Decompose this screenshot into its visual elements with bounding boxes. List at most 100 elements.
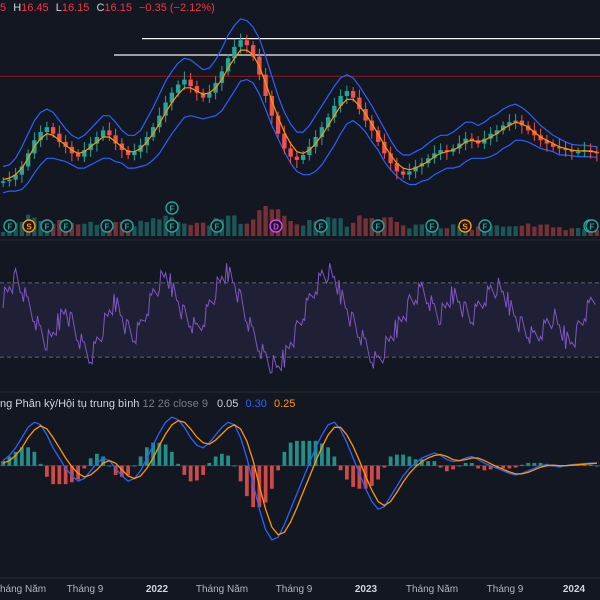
macd-histogram-bar (201, 465, 205, 475)
event-marker-f[interactable] (165, 201, 179, 215)
candle-body (538, 135, 543, 141)
candle-body (413, 166, 418, 172)
volume-bar (82, 223, 87, 236)
volume-bar (257, 210, 262, 236)
event-marker-label: F (430, 223, 435, 232)
candle-body (50, 127, 56, 134)
macd-histogram-bar (376, 465, 380, 480)
macd-histogram-bar (326, 447, 330, 466)
event-marker-label: F (105, 223, 110, 232)
candle-body (482, 138, 487, 144)
event-marker-f[interactable] (100, 219, 114, 233)
event-marker-f[interactable] (478, 219, 492, 233)
volume-bar (19, 222, 25, 236)
macd-histogram-bar (307, 440, 312, 466)
candle-body (269, 95, 275, 116)
candle-body (319, 127, 325, 137)
macd-histogram-bar (426, 461, 430, 466)
close-value: 16.15 (104, 2, 132, 14)
volume-bar (444, 228, 450, 236)
macd-histogram-bar (232, 465, 237, 467)
time-label-1: Tháng 9 (66, 584, 104, 595)
macd-histogram-bar (176, 463, 180, 466)
event-marker-f[interactable] (210, 219, 224, 233)
candle-body (438, 150, 443, 154)
macd-histogram-bar (445, 465, 449, 472)
event-marker-label: F (125, 223, 130, 232)
candle-body (107, 130, 112, 136)
candle-body (569, 150, 575, 152)
candle-body (57, 133, 62, 142)
event-marker-s[interactable] (22, 219, 36, 233)
macd-histogram-bar (595, 465, 599, 467)
volume-bar (582, 229, 587, 236)
volume-bar (182, 223, 187, 236)
event-marker-f[interactable] (585, 219, 599, 233)
volume-bar (419, 224, 425, 236)
candle-body (375, 130, 381, 142)
macd-legend[interactable]: ng Phân kỳ/Hội tụ trung bình 12 26 close… (0, 398, 295, 410)
macd-histogram-bar (132, 465, 137, 467)
low-value: 16.15 (61, 2, 90, 14)
ohlc-tail: 5 (0, 2, 7, 14)
candle-body (350, 91, 356, 98)
macd-histogram-bar (195, 465, 199, 481)
event-marker-label: F (170, 223, 175, 232)
event-marker-s[interactable] (458, 219, 472, 233)
macd-title: ng Phân kỳ/Hội tụ trung bình (0, 398, 140, 410)
macd-signal-value: 0.25 (273, 398, 296, 410)
macd-histogram-bar (420, 459, 424, 466)
macd-histogram-bar (338, 465, 343, 471)
macd-histogram-bar (482, 465, 487, 471)
event-marker-f[interactable] (59, 219, 73, 233)
candle-body (494, 130, 500, 134)
candle-body (594, 151, 600, 154)
macd-histogram-bar (295, 440, 299, 466)
volume-bar (475, 226, 481, 236)
volume-bar (232, 215, 237, 236)
event-marker-f[interactable] (3, 219, 17, 233)
candle-body (500, 125, 506, 131)
candle-body (432, 153, 437, 159)
candle-body (225, 58, 231, 72)
event-marker-f[interactable] (40, 219, 54, 233)
event-marker-f[interactable] (165, 219, 179, 233)
candle-body (13, 174, 18, 180)
volume-bar (563, 230, 568, 236)
volume-bar (300, 225, 306, 236)
event-marker-label: D (273, 223, 279, 232)
macd-histogram-bar (582, 464, 587, 466)
event-marker-label: F (590, 223, 595, 232)
volume-bar (94, 224, 100, 236)
bollinger-upper (2, 18, 597, 168)
macd-histogram-bar (382, 465, 387, 468)
event-marker-label: F (64, 223, 69, 232)
candle-body (125, 150, 131, 156)
candle-body (157, 115, 162, 128)
event-marker-f[interactable] (371, 219, 385, 233)
volume-bar (363, 218, 368, 236)
volume-bar (550, 227, 556, 236)
volume-bar (332, 218, 337, 236)
candle-body (194, 86, 200, 93)
event-marker-label: F (8, 223, 13, 232)
high-label: H (13, 2, 22, 14)
macd-histogram-bar (588, 464, 593, 466)
close-label: C (96, 2, 105, 14)
candle-body (250, 45, 256, 57)
macd-histogram-bar (238, 465, 243, 482)
macd-histogram-bar (407, 456, 412, 466)
volume-bar (200, 222, 206, 236)
time-axis[interactable]: Tháng Năm Tháng 9 2022 Tháng Năm Tháng 9… (0, 584, 600, 598)
macd-histogram-bar (276, 465, 280, 471)
event-marker-f[interactable] (314, 219, 328, 233)
volume-bar (194, 222, 200, 236)
candle-body (294, 156, 300, 160)
candle-body (507, 122, 512, 126)
candle-body (163, 102, 168, 116)
event-marker-d[interactable] (269, 219, 283, 233)
event-marker-f[interactable] (120, 219, 134, 233)
event-marker-f[interactable] (425, 219, 439, 233)
candle-body (369, 120, 375, 131)
